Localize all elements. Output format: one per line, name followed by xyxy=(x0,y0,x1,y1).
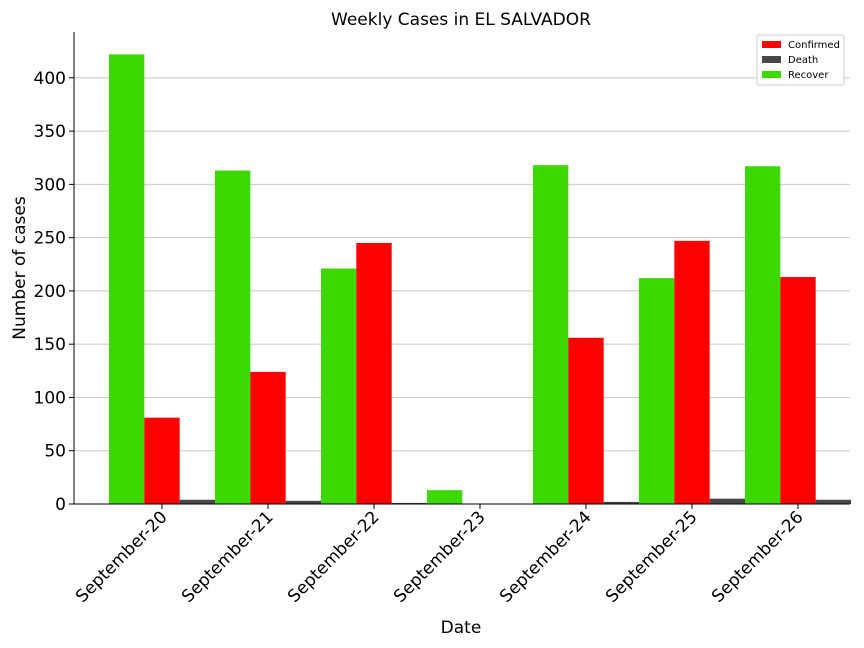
bar-recover xyxy=(533,165,569,504)
bar-recover xyxy=(321,268,357,504)
bar-recover xyxy=(745,166,781,505)
chart-title: Weekly Cases in EL SALVADOR xyxy=(331,10,591,30)
axes xyxy=(73,32,850,505)
legend-swatch-confirmed xyxy=(762,41,781,48)
bar-recover xyxy=(109,54,145,504)
y-tick-label: 50 xyxy=(44,442,66,462)
y-tick-label: 0 xyxy=(55,495,66,515)
gridlines xyxy=(74,77,850,452)
bar-confirmed xyxy=(780,277,816,504)
y-tick-label: 200 xyxy=(34,282,66,302)
y-ticks: 0 50 100 150 200 250 300 350 400 xyxy=(34,69,74,515)
x-tick-label: September-20 xyxy=(72,507,171,606)
x-ticks: September-20 September-21 September-22 Sept… xyxy=(72,504,808,607)
legend-label-death: Death xyxy=(788,55,818,66)
legend: Confirmed Death Recover xyxy=(756,34,845,86)
bar-recover xyxy=(215,170,251,504)
bar-confirmed xyxy=(674,240,710,505)
bar-death xyxy=(285,500,321,504)
bar-death xyxy=(179,499,215,504)
x-tick-label: September-23 xyxy=(390,507,489,606)
bar-death xyxy=(709,498,745,504)
y-tick-label: 100 xyxy=(34,388,66,408)
x-tick-label: September-25 xyxy=(602,507,701,606)
legend-swatch-recover xyxy=(762,71,781,78)
x-tick-label: September-21 xyxy=(178,507,277,606)
bar-confirmed xyxy=(144,417,180,504)
bar-confirmed xyxy=(356,242,392,505)
bar-recover xyxy=(639,278,675,504)
bar-recover xyxy=(427,490,463,504)
bar-confirmed xyxy=(250,371,286,504)
legend-label-recover: Recover xyxy=(788,70,829,81)
x-tick-label: September-24 xyxy=(496,507,595,606)
y-axis-label: Number of cases xyxy=(10,196,30,340)
y-tick-label: 250 xyxy=(34,229,66,249)
x-tick-label: September-26 xyxy=(708,507,807,606)
y-tick-label: 350 xyxy=(34,122,66,142)
bars xyxy=(109,54,851,505)
y-tick-label: 150 xyxy=(34,335,66,355)
x-axis-label: Date xyxy=(441,618,482,638)
y-tick-label: 400 xyxy=(34,69,66,89)
bar-death xyxy=(391,502,427,504)
y-tick-label: 300 xyxy=(34,175,66,195)
x-tick-label: September-22 xyxy=(284,507,383,606)
legend-swatch-death xyxy=(762,56,781,63)
bar-confirmed xyxy=(568,337,604,504)
bar-death xyxy=(815,499,851,504)
legend-label-confirmed: Confirmed xyxy=(788,40,840,51)
bar-death xyxy=(603,501,639,504)
